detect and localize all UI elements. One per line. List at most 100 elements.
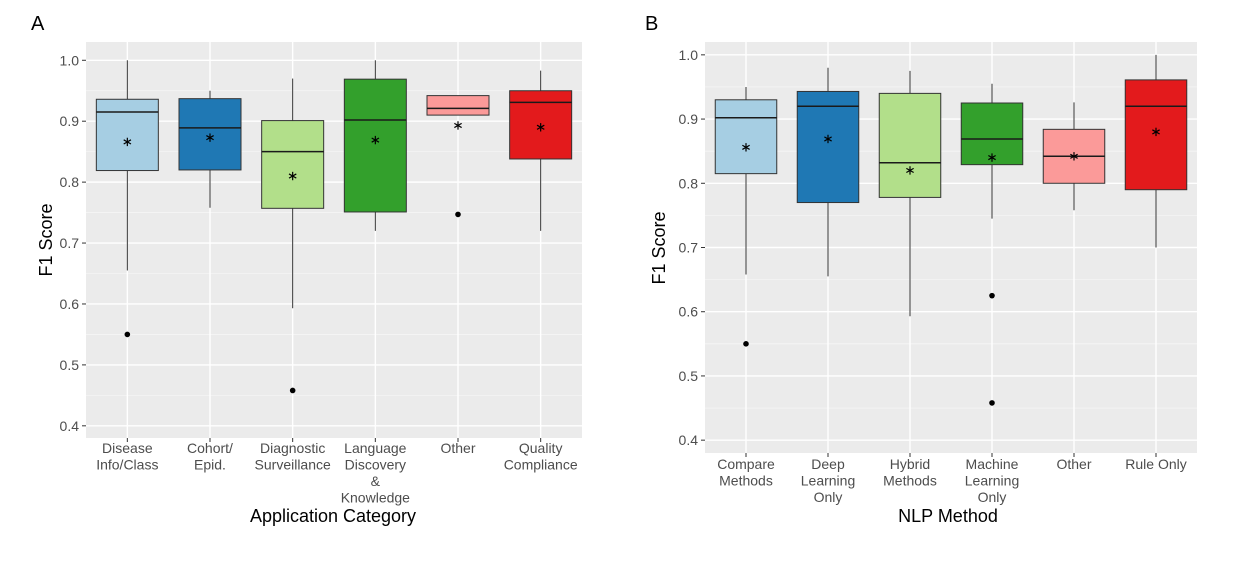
- panel-a-x-tick-label-line: Surveillance: [255, 457, 331, 473]
- panel-a-box-body: [343, 78, 407, 213]
- panel-a-mean-marker-stroke: [454, 122, 462, 129]
- panel-b-letter: B: [645, 13, 658, 35]
- panel-b-x-tick-label-line: Learning: [801, 473, 856, 489]
- panel-a-mean-marker: [371, 135, 380, 145]
- panel-b-x-axis-title: NLP Method: [898, 506, 998, 526]
- panel-b-box-2: [796, 67, 860, 277]
- panel-a-mean-marker: [123, 137, 132, 147]
- panel-b-x-tick-label-line: Only: [814, 489, 843, 505]
- panel-a-box-body: [261, 120, 325, 209]
- panel-a-y-tick-label: 0.5: [60, 357, 80, 373]
- panel-b: B 0.40.50.60.70.80.91.0 Compare MethodsDe…: [645, 13, 1197, 526]
- panel-a-x-tick-label: Quality Compliance: [504, 440, 578, 473]
- panel-b-mean-marker: [1152, 127, 1160, 137]
- panel-b-x-tick-label-line: Only: [978, 489, 1007, 505]
- panel-b-outlier-point: [989, 400, 995, 406]
- panel-b-mean-marker-stroke: [988, 154, 996, 161]
- panel-b-mean-marker: [988, 153, 996, 162]
- panel-a-x-tick-label: Cohort/Epid.: [187, 440, 233, 473]
- panel-a-x-tick-label-line: Quality: [519, 440, 563, 456]
- panel-a-outlier-point: [289, 387, 296, 394]
- panel-a-y-tick-label: 0.6: [60, 296, 80, 312]
- panel-a-x-tick-label: Disease Info/Class: [96, 440, 158, 473]
- panel-a-x-tick-label-line: Other: [440, 440, 475, 456]
- panel-b-y-tick-label: 0.8: [679, 175, 699, 191]
- panel-a-x-tick-label-line: Info/Class: [96, 457, 158, 473]
- panel-b-x-tick-label-line: Compare: [717, 456, 775, 472]
- panel-b-box-body: [878, 92, 942, 198]
- panel-b-box-4: [960, 83, 1024, 406]
- panel-a-box-4: [343, 60, 407, 231]
- panel-a-x-tick-label-line: &: [371, 473, 381, 489]
- panel-b-mean-marker-stroke: [1152, 129, 1160, 135]
- panel-a-mean-marker: [288, 171, 297, 181]
- panel-a: A 0.4 0.5 0.6 0.7 0.8 0.9 1.0 Disease Info/Clas…: [31, 13, 582, 526]
- panel-b-x-tick-label: Deep Learning Only: [801, 456, 856, 505]
- panel-a-outlier-point: [124, 331, 131, 338]
- panel-b-x-tick-label: Hybrid Methods: [883, 456, 937, 489]
- panel-b-y-tick-label: 0.6: [679, 304, 699, 320]
- panel-a-mean-marker-stroke: [536, 124, 545, 130]
- panel-a-x-tick-label-line: Compliance: [504, 457, 578, 473]
- panel-a-letter: A: [31, 13, 45, 35]
- panel-b-mean-marker-stroke: [906, 167, 914, 174]
- panel-b-x-tick-label: Compare Methods: [717, 456, 775, 489]
- panel-a-x-axis-title: Application Category: [250, 506, 416, 526]
- panel-a-x-tick-label-line: Language: [344, 440, 407, 456]
- panel-a-x-tick-label-line: Discovery: [345, 457, 406, 473]
- panel-b-y-axis-title: F1 Score: [649, 211, 669, 284]
- panel-b-x-tick-label-line: Methods: [883, 473, 937, 489]
- panel-a-x-tick-label-line: Epid.: [194, 457, 226, 473]
- panel-a-boxes: [95, 60, 573, 394]
- panel-a-y-ticks: 0.4 0.5 0.6 0.7 0.8 0.9 1.0: [60, 52, 86, 434]
- panel-b-y-tick-label: 0.5: [679, 368, 699, 384]
- panel-a-mean-marker-stroke: [371, 137, 380, 143]
- panel-b-outlier-point: [743, 341, 749, 347]
- panel-b-x-tick-label-line: Rule Only: [1125, 456, 1186, 472]
- panel-b-box-5: [1042, 102, 1106, 211]
- panel-b-x-tick-label-line: Other: [1056, 456, 1091, 472]
- panel-b-box-body: [714, 99, 778, 175]
- panel-a-x-tick-label-line: Knowledge: [341, 490, 410, 506]
- panel-b-box-1: [714, 86, 778, 347]
- panel-a-x-ticks: Disease Info/Class Cohort/Epid. Diagnostic S…: [96, 438, 578, 506]
- panel-a-mean-marker-stroke: [288, 173, 297, 179]
- panel-b-x-tick-label-line: Machine: [966, 456, 1019, 472]
- panel-a-box-6: [509, 70, 573, 231]
- panel-a-box-body: [426, 95, 490, 116]
- panel-b-mean-marker-stroke: [742, 144, 750, 150]
- panel-b-y-tick-label: 0.9: [679, 111, 699, 127]
- panel-a-mean-marker-stroke: [206, 135, 214, 141]
- panel-b-mean-marker: [742, 143, 750, 152]
- panel-b-y-tick-label: 0.7: [679, 240, 699, 256]
- panel-b-y-ticks: 0.4 0.5 0.6 0.7 0.8 0.9 1.0: [679, 47, 705, 448]
- panel-b-x-tick-label-line: Hybrid: [890, 456, 930, 472]
- panel-a-plot-area: [86, 42, 582, 438]
- panel-b-mean-marker-stroke: [824, 136, 832, 142]
- panel-b-x-tick-label: Machine Learning Only: [965, 456, 1020, 505]
- panel-a-mean-marker: [536, 123, 545, 132]
- panel-a-y-axis-title: F1 Score: [36, 203, 56, 276]
- panel-a-box-3: [261, 78, 325, 394]
- panel-a-box-1: [95, 60, 159, 338]
- panel-b-box-body: [796, 90, 860, 204]
- panel-b-box-3: [878, 70, 942, 317]
- panel-b-mean-marker-stroke: [1070, 153, 1078, 159]
- panel-b-y-tick-label: 1.0: [679, 47, 699, 63]
- panel-b-box-6: [1124, 54, 1188, 248]
- panel-a-outlier-point: [455, 211, 461, 218]
- panel-b-mean-marker: [1070, 152, 1078, 161]
- panel-b-x-tick-label-line: Learning: [965, 473, 1020, 489]
- panel-b-x-tick-label: Other: [1056, 456, 1091, 472]
- panel-a-mean-marker: [454, 121, 462, 130]
- panel-b-x-tick-label: Rule Only: [1125, 456, 1186, 472]
- panel-a-y-tick-label: 0.4: [60, 418, 80, 434]
- panel-b-outlier-point: [989, 292, 995, 299]
- panel-a-box-2: [178, 90, 242, 208]
- panel-a-x-tick-label: Diagnostic Surveillance: [255, 440, 331, 473]
- panel-a-y-tick-label: 0.7: [60, 235, 80, 251]
- panel-b-x-tick-label-line: Methods: [719, 473, 773, 489]
- panel-a-y-tick-label: 0.8: [60, 174, 80, 190]
